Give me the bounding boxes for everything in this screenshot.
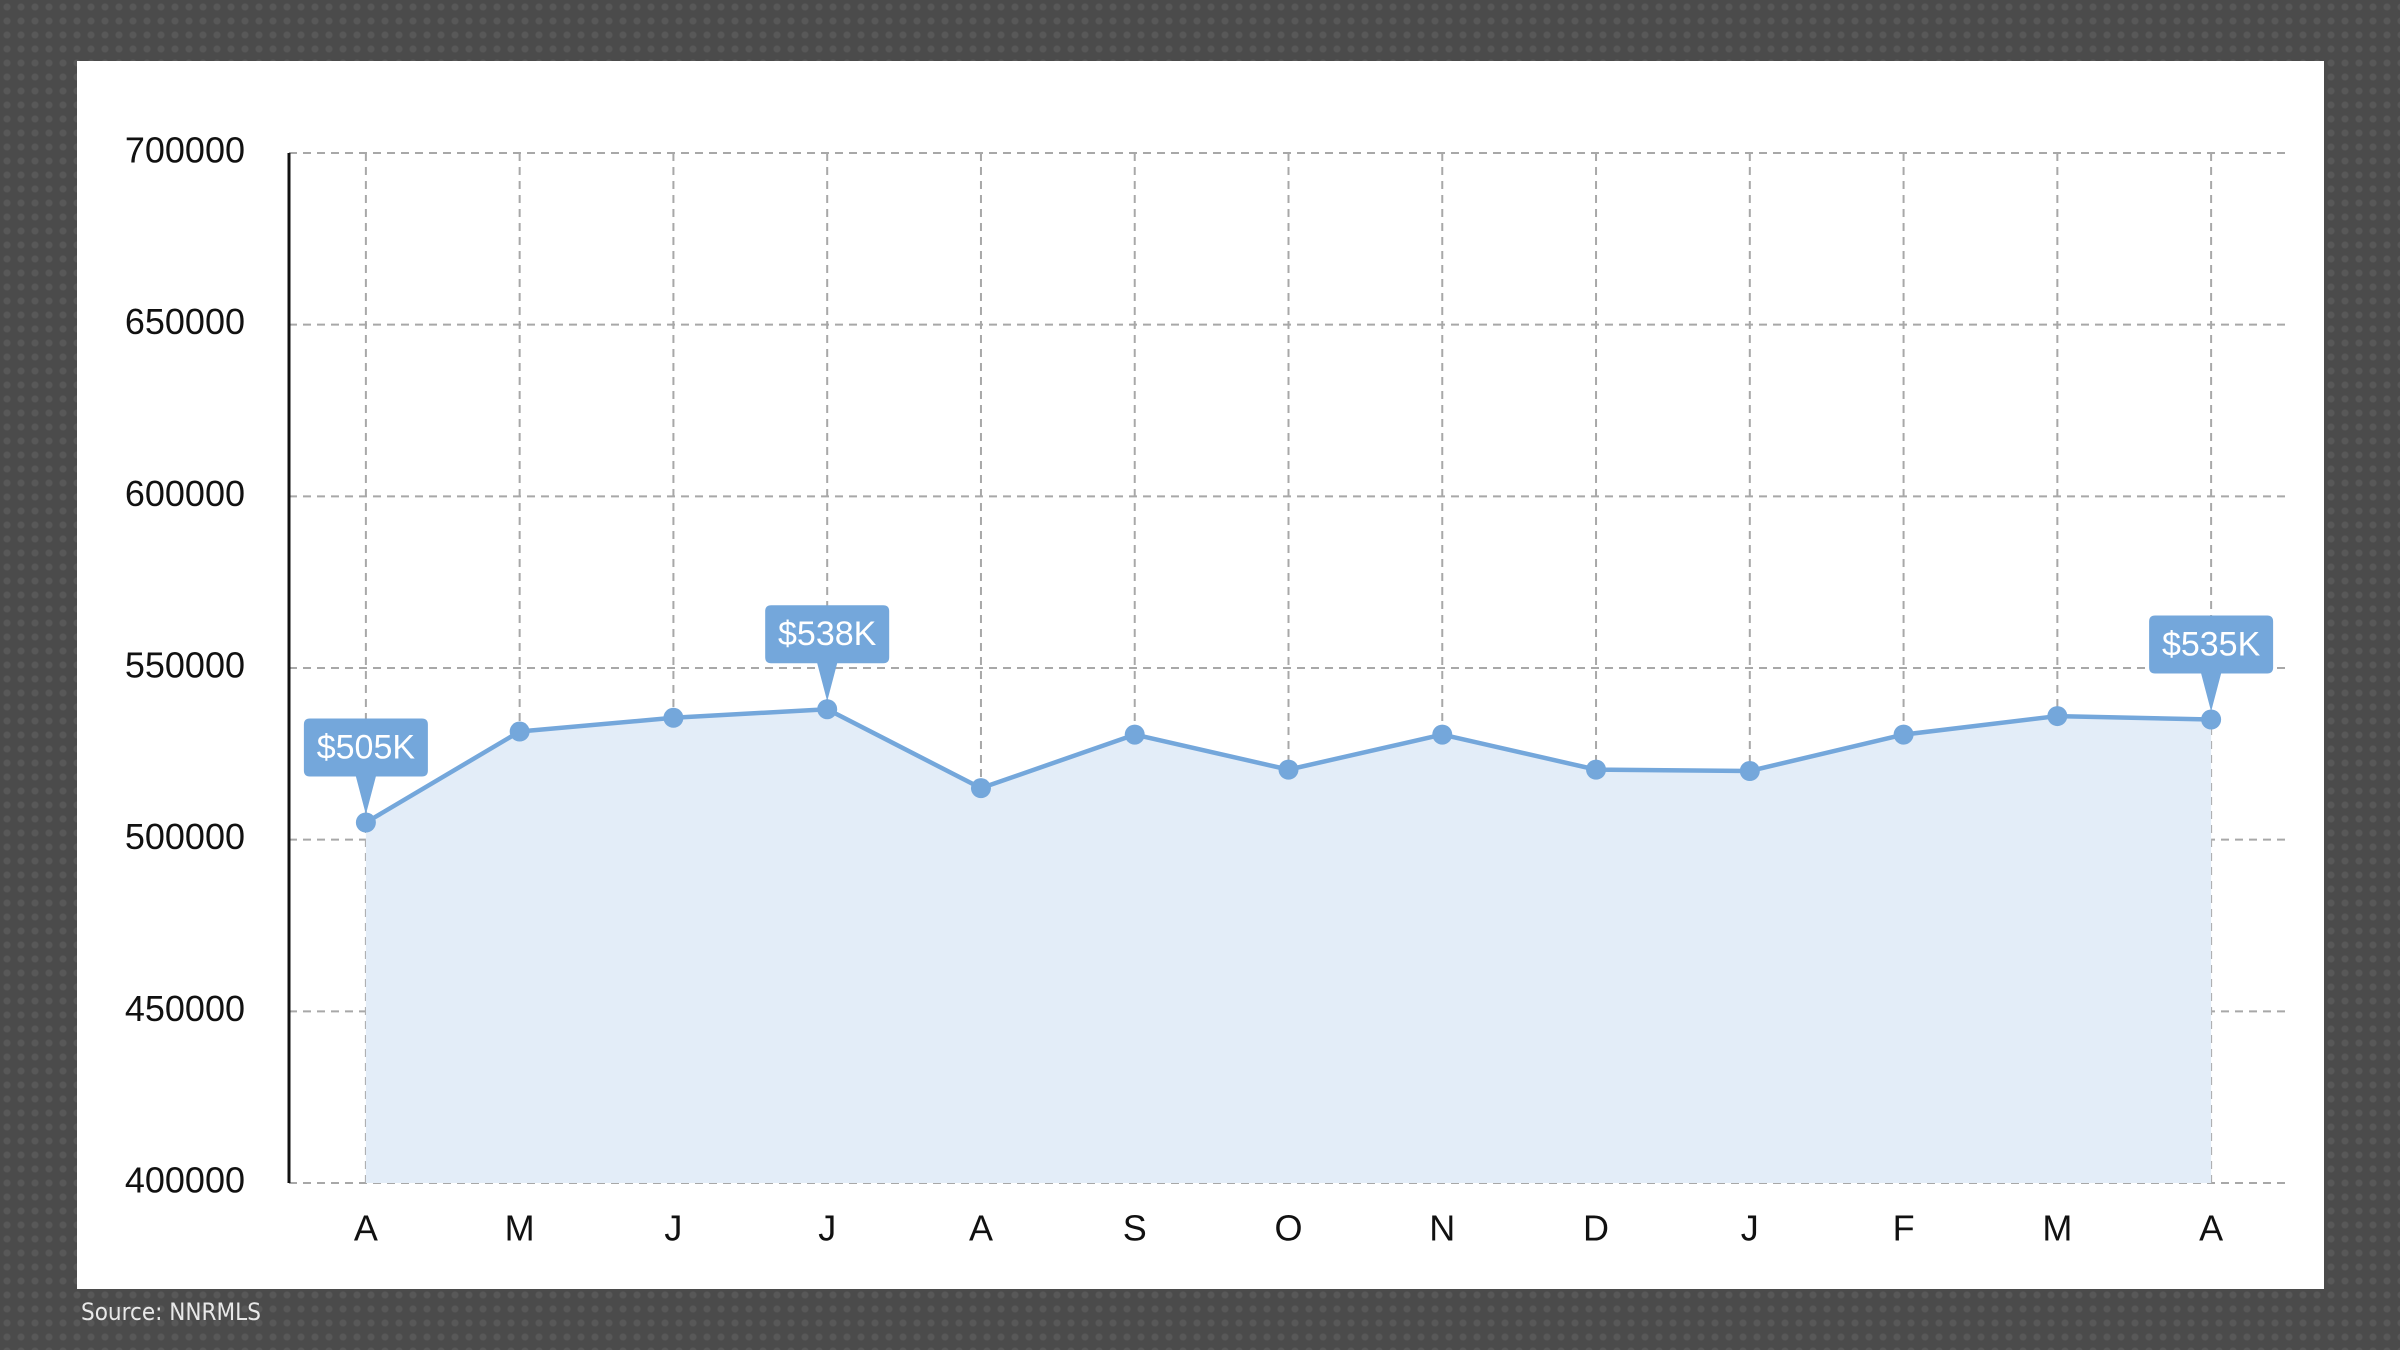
area <box>365 709 2212 1183</box>
x-tick-label: J <box>818 1208 836 1249</box>
x-tick-label: S <box>1123 1208 1147 1249</box>
y-tick-label: 600000 <box>125 473 245 514</box>
point <box>970 778 991 799</box>
point <box>1124 724 1145 745</box>
x-tick-label: A <box>354 1208 378 1249</box>
x-tick-label: M <box>2042 1208 2072 1249</box>
y-tick-label: 450000 <box>125 988 245 1029</box>
y-tick-label: 650000 <box>125 301 245 342</box>
point <box>509 721 530 742</box>
callout <box>303 718 428 815</box>
x-tick-label: J <box>664 1208 682 1249</box>
y-tick-label: 700000 <box>125 130 245 171</box>
callout <box>765 605 890 702</box>
point <box>1893 724 1914 745</box>
x-tick-label: F <box>1893 1208 1915 1249</box>
point <box>663 707 684 728</box>
value-label: $535K <box>2162 625 2261 663</box>
point <box>1278 759 1299 780</box>
callout <box>2149 615 2274 712</box>
x-tick-label: A <box>2199 1208 2223 1249</box>
x-tick-label: J <box>1741 1208 1759 1249</box>
y-tick-label: 400000 <box>125 1160 245 1201</box>
x-tick-label: M <box>505 1208 535 1249</box>
point <box>355 812 376 833</box>
y-tick-label: 500000 <box>125 816 245 857</box>
x-tick-label: N <box>1429 1208 1455 1249</box>
value-label: $505K <box>317 728 416 766</box>
y-tick-label: 550000 <box>125 645 245 686</box>
x-tick-label: A <box>969 1208 993 1249</box>
value-label: $538K <box>778 615 877 653</box>
point <box>1586 759 1607 780</box>
x-tick-label: O <box>1274 1208 1302 1249</box>
point <box>2201 709 2222 730</box>
point <box>817 699 838 720</box>
point <box>1432 724 1453 745</box>
point <box>1739 761 1760 781</box>
source-note: Source: NNRMLS <box>81 1298 261 1326</box>
x-tick-label: D <box>1583 1208 1609 1249</box>
point <box>2047 706 2068 727</box>
